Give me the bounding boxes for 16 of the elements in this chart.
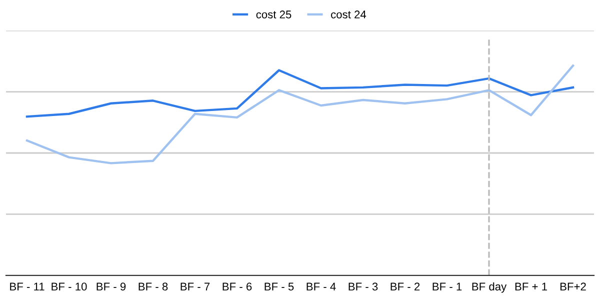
x-tick-label: BF - 11 [10, 282, 44, 290]
x-tick-label: BF - 9 [96, 282, 126, 291]
x-tick-label: BF - 3 [348, 282, 378, 291]
legend-label: cost 25 [256, 10, 292, 18]
x-tick-label: BF - 10 [52, 282, 87, 291]
legend-label: cost 24 [331, 10, 366, 18]
x-tick-label: BF - 1 [432, 282, 462, 290]
x-tick-label: BF - 5 [264, 282, 294, 291]
x-tick-label: BF - 6 [222, 282, 252, 291]
x-tick-label: BF - 8 [138, 282, 168, 291]
x-tick-label: BF - 4 [306, 282, 336, 290]
x-tick-label: BF + 1 [515, 282, 547, 290]
x-tick-label: BF+2 [560, 282, 586, 290]
x-tick-label: BF day [472, 282, 507, 293]
x-tick-label: BF - 7 [180, 282, 210, 290]
x-tick-label: BF - 2 [390, 282, 420, 290]
